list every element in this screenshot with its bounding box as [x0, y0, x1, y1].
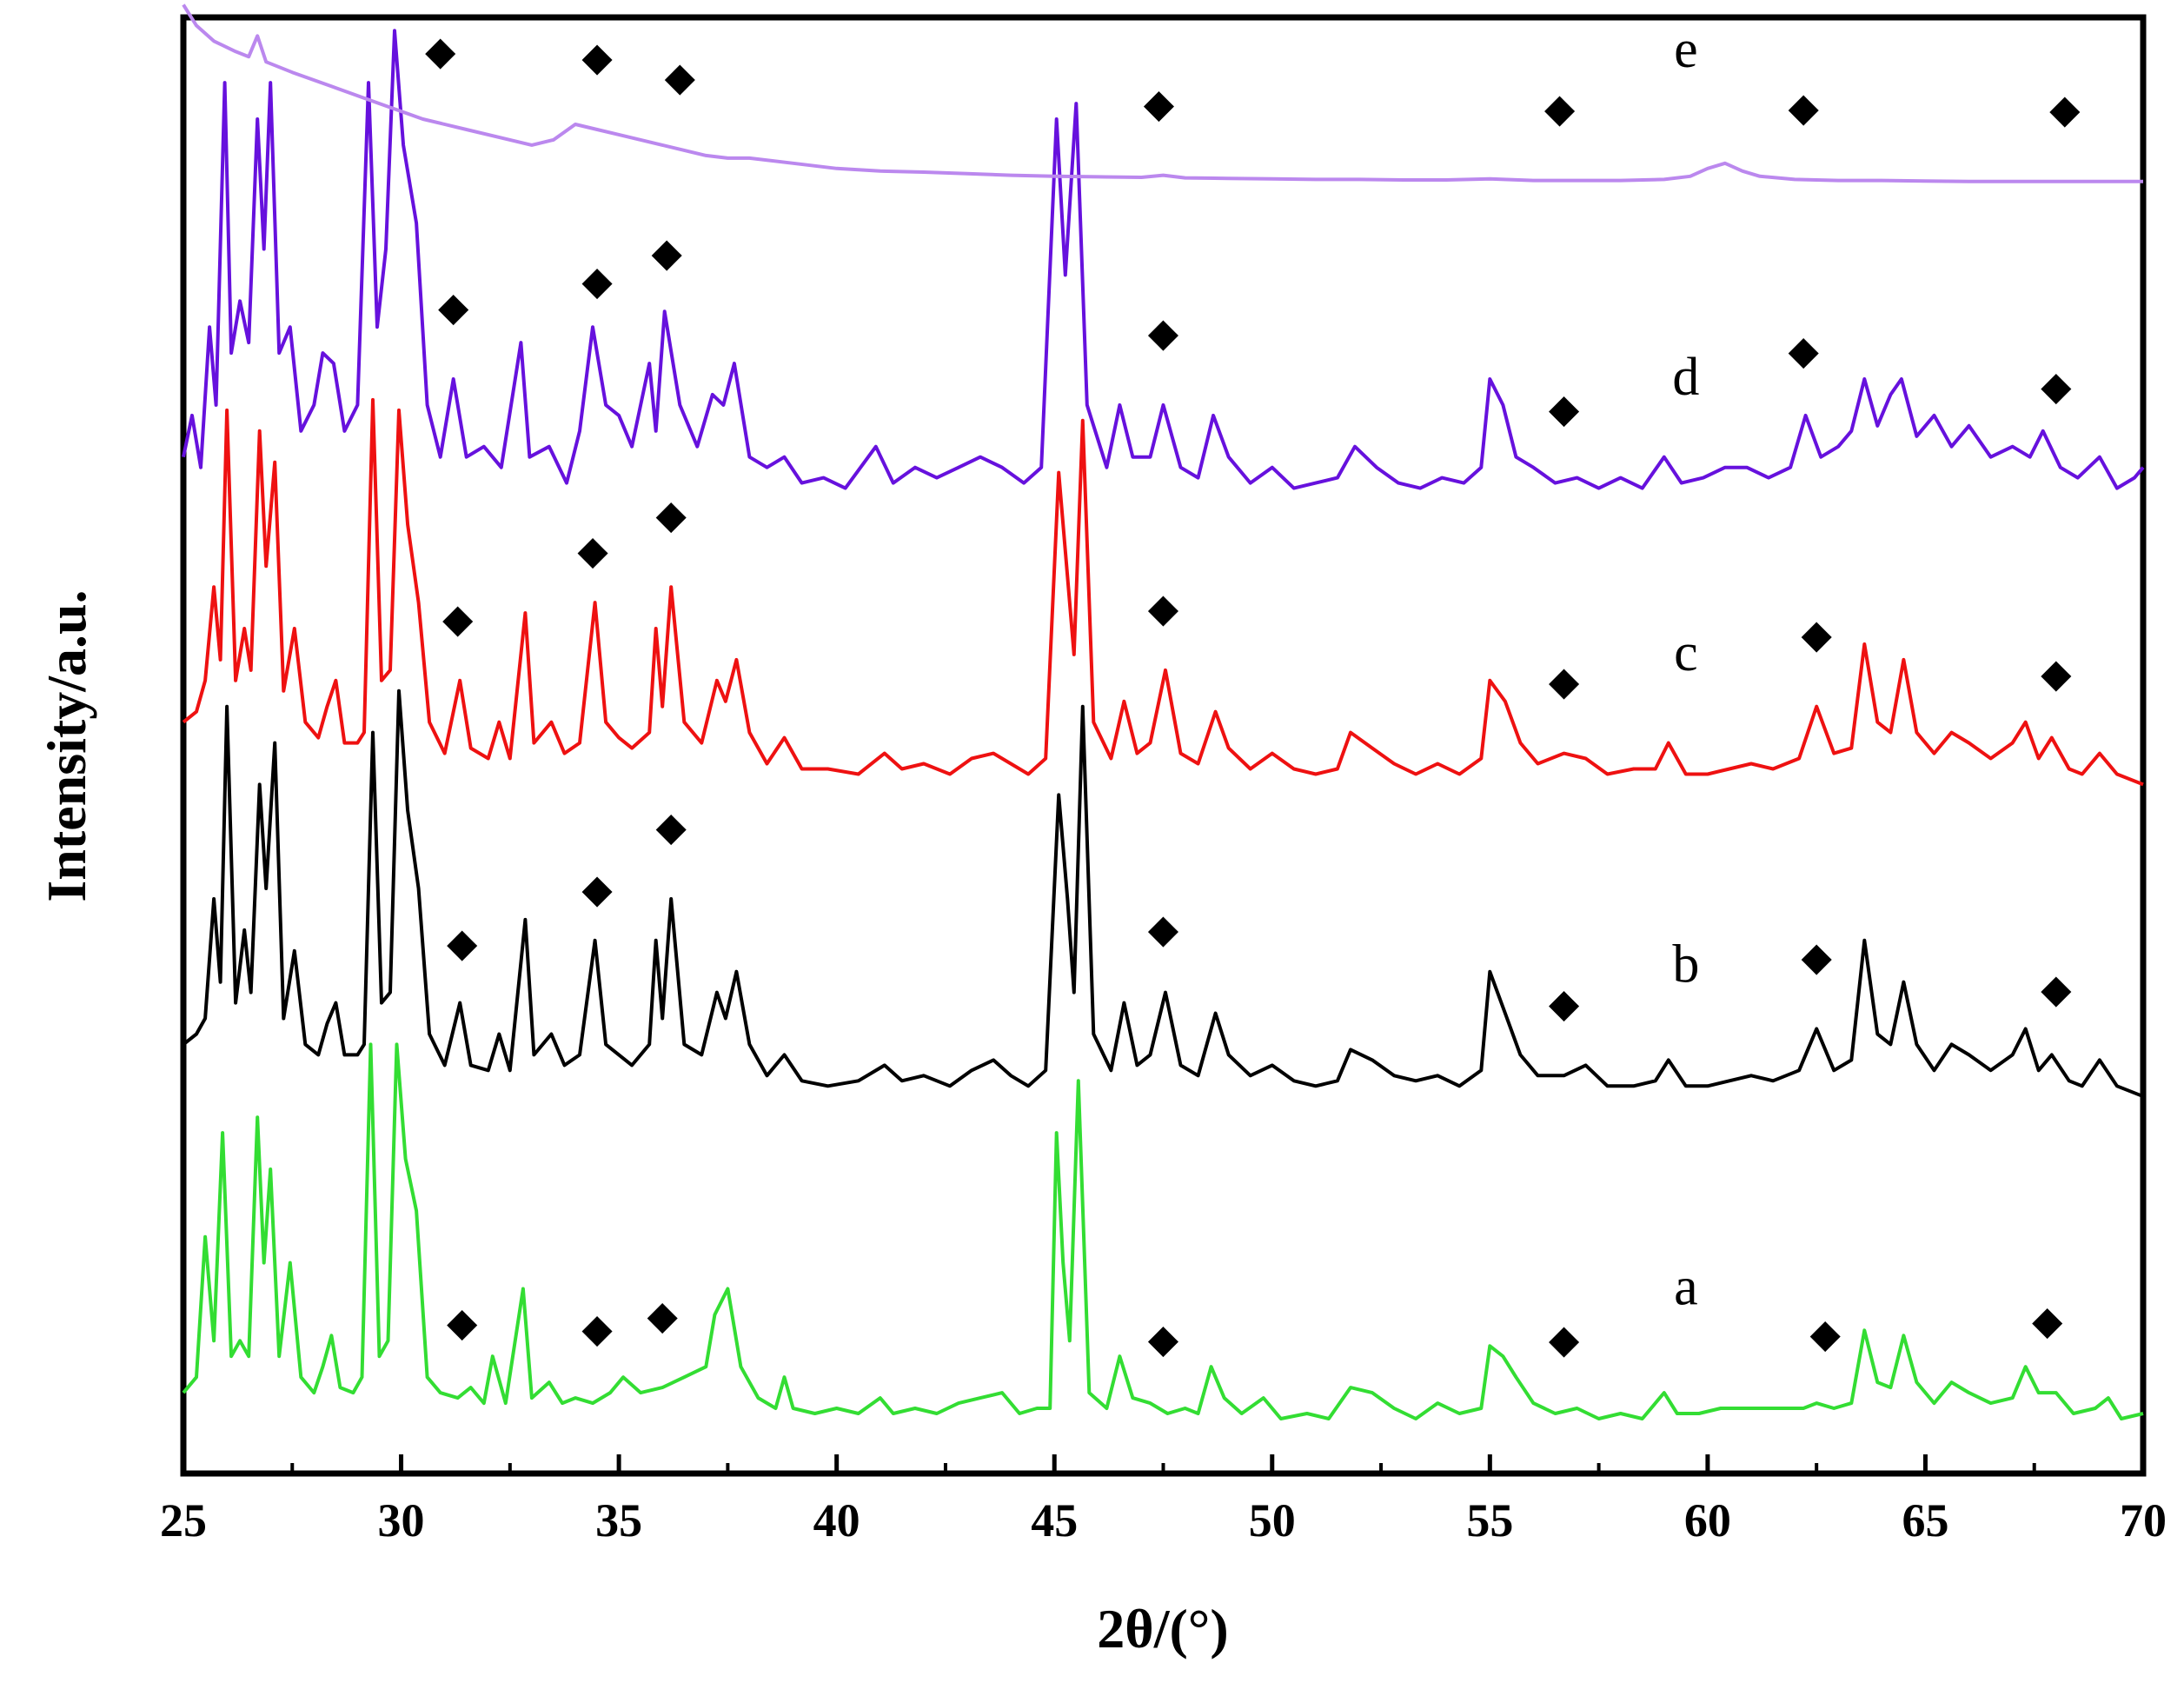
- reflection-marker-a: ◆: [1809, 1311, 1841, 1355]
- reflection-marker-b: ◆: [581, 867, 613, 911]
- reflection-marker-c: ◆: [442, 596, 474, 641]
- x-tick-label-60: 60: [1684, 1494, 1731, 1547]
- reflection-marker-b: ◆: [447, 921, 478, 965]
- x-tick-label-65: 65: [1902, 1494, 1948, 1547]
- reflection-marker-b: ◆: [1549, 981, 1580, 1026]
- reflection-marker-e: ◆: [1788, 85, 1819, 130]
- series-label-a: a: [1674, 1257, 1698, 1316]
- reflection-marker-a: ◆: [2032, 1298, 2063, 1342]
- reflection-marker-b: ◆: [2041, 967, 2072, 1011]
- x-tick-label-35: 35: [595, 1494, 642, 1547]
- series-labels: a b c d e: [1672, 20, 1699, 1316]
- x-axis-title: 2θ/(°): [1097, 1598, 1228, 1660]
- reflection-marker-a: ◆: [581, 1306, 613, 1350]
- series-line-b: [182, 688, 2144, 1099]
- series-line-a: [182, 1042, 2144, 1420]
- series-line-e: [182, 3, 2143, 183]
- reflection-marker-d: ◆: [581, 258, 613, 303]
- reflection-marker-e: ◆: [1544, 86, 1576, 130]
- reflection-marker-d: ◆: [1549, 386, 1580, 430]
- series-label-d: d: [1672, 348, 1699, 407]
- series-label-b: b: [1672, 935, 1699, 994]
- reflection-marker-c: ◆: [2041, 651, 2072, 695]
- reflection-marker-c: ◆: [656, 492, 687, 536]
- reflection-marker-d: ◆: [1788, 329, 1819, 373]
- reflection-marker-c: ◆: [1801, 612, 1832, 656]
- reflection-marker-c: ◆: [577, 528, 608, 572]
- reflection-markers: ◆ ◆ ◆ ◆ ◆ ◆ ◆ ◆ ◆ ◆ ◆ ◆ ◆ ◆ ◆ ◆ ◆ ◆ ◆ ◆ ◆ ◆ ◆ ◆ ◆ ◆ ◆ ◆ ◆ ◆ ◆ ◆ ◆ ◆ ◆: [425, 29, 2081, 1361]
- reflection-marker-e: ◆: [2049, 87, 2081, 131]
- series-label-c: c: [1674, 623, 1698, 682]
- reflection-marker-c: ◆: [1549, 659, 1580, 703]
- x-tick-label-50: 50: [1249, 1494, 1296, 1547]
- x-tick-label-55: 55: [1466, 1494, 1513, 1547]
- reflection-marker-c: ◆: [1148, 586, 1179, 630]
- x-tick-label-70: 70: [2120, 1494, 2167, 1547]
- x-tick-label-30: 30: [378, 1494, 425, 1547]
- reflection-marker-e: ◆: [425, 29, 456, 73]
- reflection-marker-a: ◆: [447, 1300, 478, 1344]
- reflection-marker-a: ◆: [1148, 1316, 1179, 1360]
- series-line-c: [182, 397, 2144, 787]
- x-tick-label-25: 25: [160, 1494, 207, 1547]
- x-axis-ticks: 25 30 35 40 45 50 55 60 65 70: [160, 1454, 2167, 1547]
- reflection-marker-e: ◆: [665, 55, 696, 99]
- series-line-d: [182, 29, 2145, 490]
- reflection-marker-d: ◆: [1148, 310, 1179, 355]
- x-tick-label-40: 40: [813, 1494, 860, 1547]
- y-axis-title: Intensity/a.u.: [36, 589, 97, 901]
- series-traces: [182, 3, 2145, 1420]
- reflection-marker-d: ◆: [438, 284, 469, 329]
- reflection-marker-e: ◆: [1144, 81, 1175, 125]
- x-tick-label-45: 45: [1031, 1494, 1078, 1547]
- reflection-marker-b: ◆: [1148, 907, 1179, 951]
- reflection-marker-b: ◆: [656, 804, 687, 848]
- reflection-marker-d: ◆: [652, 230, 683, 275]
- reflection-marker-d: ◆: [2041, 363, 2072, 408]
- reflection-marker-a: ◆: [1549, 1317, 1580, 1361]
- series-label-e: e: [1674, 20, 1698, 79]
- plot-frame: [180, 14, 2147, 1477]
- reflection-marker-a: ◆: [647, 1293, 679, 1337]
- reflection-marker-e: ◆: [581, 35, 613, 79]
- reflection-marker-b: ◆: [1801, 935, 1832, 979]
